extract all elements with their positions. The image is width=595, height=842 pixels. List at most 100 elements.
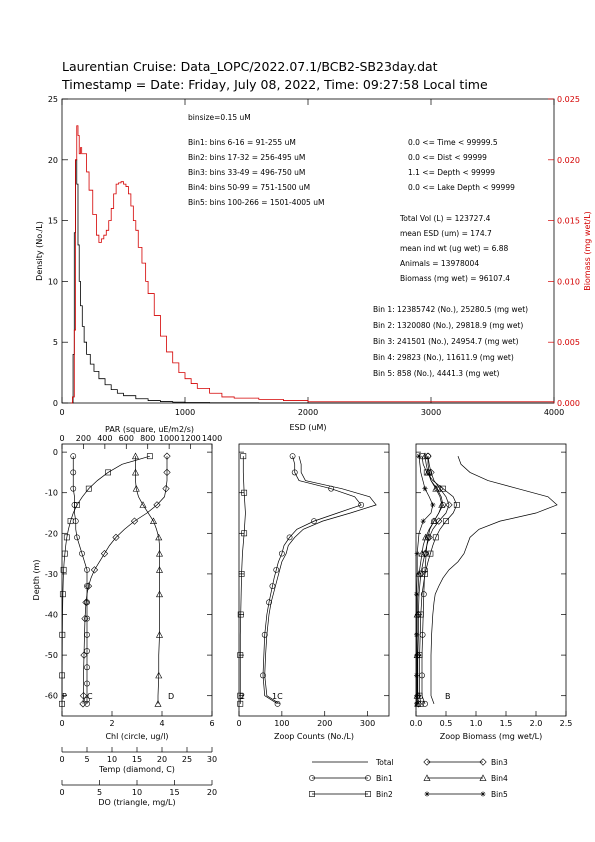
do-profile-marker (155, 671, 163, 679)
panel1-frame (61, 443, 213, 717)
biomass-tick-label: 1.0 (470, 719, 483, 728)
count-bin2-marker (241, 489, 248, 496)
biomass: Biomass (mg wet) = 96107.4 (400, 274, 510, 283)
bin-def-3: Bin3: bins 33-49 = 496-750 uM (188, 168, 305, 177)
par-tick-label: 1000 (159, 434, 179, 443)
par-tick-label: 600 (119, 434, 134, 443)
biomass-bin3-line (417, 456, 450, 704)
legend-square-marker (365, 791, 371, 797)
top-xtick-label: 1000 (175, 408, 195, 417)
par-tick-label: 0 (59, 434, 64, 443)
temp-profile-marker (82, 598, 90, 606)
top-ylabel: Density (No./L) (35, 221, 44, 281)
par-profile-marker (67, 518, 74, 525)
temp-profile-marker (153, 501, 161, 509)
count-tick-label: 0 (236, 719, 241, 728)
biomass-bin3-marker (436, 485, 444, 493)
depth-tick-label: -20 (45, 529, 58, 538)
panel3-xlabel: Zoop Biomass (mg wet/L) (440, 732, 542, 741)
biomass-series (70, 125, 555, 404)
depth-label: Depth (m) (32, 560, 41, 601)
bin-def-5: Bin5: bins 100-266 = 1501-4005 uM (188, 198, 324, 207)
top-y2label: Biomass (mg wet/L) (583, 211, 592, 291)
count-tick-label: 200 (317, 719, 332, 728)
top-xtick-label: 0 (59, 408, 64, 417)
biomass-bin4-marker (413, 610, 421, 618)
biomass-bin1-marker (420, 591, 427, 598)
count-bin2-marker (237, 652, 244, 659)
temp-profile-marker (163, 452, 171, 460)
filter-lake-depth: 0.0 <= Lake Depth < 99999 (408, 183, 515, 192)
temp-tick-label: 20 (157, 755, 167, 764)
count-bin1-marker (266, 599, 272, 606)
temp-profile-line (82, 456, 168, 704)
do-axis-label: DO (triangle, mg/L) (98, 798, 175, 807)
panel2-xlabel: Zoop Counts (No./L) (274, 732, 354, 741)
chl-profile-marker (79, 550, 85, 557)
do-tick-label: 0 (59, 788, 64, 797)
temp-tick-label: 15 (132, 755, 142, 764)
biomass-bin3-marker (425, 533, 433, 541)
biomass-bin2-marker (453, 501, 460, 508)
do-profile-marker (155, 549, 164, 557)
bin-def-4: Bin4: bins 50-99 = 751-1500 uM (188, 183, 310, 192)
legend-triangle-marker (423, 774, 431, 781)
biomass-total-line (430, 456, 558, 704)
biomass-bin3-marker (414, 651, 422, 659)
count-bin1-marker (358, 501, 365, 508)
curve-label-b: B (445, 692, 451, 701)
top-ytick-label: 25 (48, 95, 58, 104)
chl-profile-marker (84, 583, 90, 589)
density-series (71, 159, 554, 404)
depth-tick-label: -40 (45, 611, 58, 620)
do-profile-line (135, 456, 160, 704)
temp-tick-label: 25 (182, 755, 192, 764)
biomass-bin4-marker (422, 533, 430, 541)
temp-profile-marker (80, 651, 88, 659)
curve-label-p: P (62, 692, 67, 701)
top-ytick-label: 15 (48, 217, 58, 226)
do-profile-marker (139, 501, 147, 508)
depth-tick-label: -30 (45, 570, 58, 579)
legend-triangle-marker (479, 774, 487, 781)
filter-depth: 1.1 <= Depth < 99999 (408, 168, 495, 177)
count-bin1-marker (286, 534, 293, 541)
biomass-bin5-marker (414, 591, 420, 597)
top-y2tick-label: 0.015 (557, 217, 580, 226)
top-ytick-label: 5 (53, 338, 58, 347)
top-ytick-label: 20 (48, 156, 58, 165)
count-bin2-marker (237, 611, 244, 618)
depth-tick-label: 0 (53, 448, 58, 457)
biomass-bin5-marker (416, 453, 422, 459)
legend-bin5: Bin5 (491, 790, 508, 799)
legend-bin1: Bin1 (376, 774, 393, 783)
biomass-bin3-marker (435, 517, 443, 525)
par-profile-marker (59, 631, 66, 638)
temp-profile-marker (112, 533, 120, 541)
depth-tick-label: -10 (45, 489, 58, 498)
temp-profile-marker (162, 485, 170, 493)
legend-square-marker (309, 791, 315, 797)
profile-panel-biomass: Zoop Biomass (mg wet/L) B 0.0 0.5 1.0 1.5 2.… (410, 443, 572, 741)
do-profile-marker (131, 452, 140, 460)
depth-tick-label: -60 (45, 692, 58, 701)
chl-profile-marker (74, 534, 80, 541)
do-profile-marker (154, 700, 162, 707)
profile-panel-counts: Zoop Counts (No./L) 2 1C 0 100 200 300 (236, 443, 390, 741)
top-xtick-label: 4000 (544, 408, 564, 417)
par-tick-label: 200 (76, 434, 91, 443)
par-profile-line (61, 455, 150, 704)
bin-total-3: Bin 3: 241501 (No.), 24954.7 (mg wet) (373, 337, 519, 346)
biomass-tick-label: 2.0 (530, 719, 543, 728)
chl-profile-line (72, 456, 88, 704)
top-xtick-label: 3000 (421, 408, 441, 417)
temp-profile-marker (81, 614, 89, 623)
curve-label-2: 2 (240, 692, 245, 701)
legend-bin3: Bin3 (491, 758, 508, 767)
bin-def-2: Bin2: bins 17-32 = 256-495 uM (188, 153, 305, 162)
top-ytick-label: 10 (48, 277, 58, 286)
temp-tick-label: 10 (107, 755, 117, 764)
par-profile-marker (59, 700, 65, 707)
chl-tick-label: 2 (109, 719, 114, 728)
